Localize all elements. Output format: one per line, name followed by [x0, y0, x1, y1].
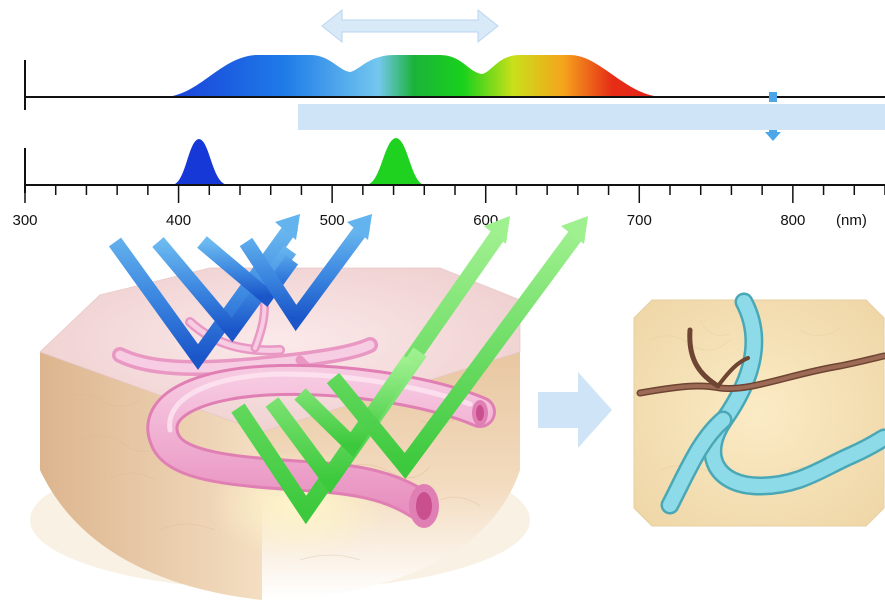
arrowhead-icon [347, 214, 372, 240]
green-light-ray [294, 355, 417, 458]
green-light-ray [326, 227, 585, 480]
tick-label: 800 [780, 212, 805, 229]
arrowhead-icon [275, 214, 300, 240]
tick-label: 400 [166, 212, 191, 229]
tick-label: 500 [320, 212, 345, 229]
narrow-band-blue-peak [172, 139, 228, 185]
axis-unit-label: (nm) [836, 212, 867, 229]
wavelength-axis: 300 400 500 600 700 800 [12, 148, 885, 229]
arrowhead-icon [561, 216, 588, 244]
double-arrow-icon [321, 8, 499, 44]
spectrum-panel: 300 400 500 600 700 800 (nm) [12, 8, 885, 229]
blood-vessel [112, 285, 496, 528]
narrow-band-green-peak [366, 138, 425, 185]
green-light-arrows [231, 216, 588, 525]
down-arrow-icon [765, 92, 781, 141]
output-image-panel [633, 292, 885, 527]
blue-light-ray [239, 221, 371, 332]
tick-label: 300 [12, 212, 37, 229]
arrowhead-icon [484, 216, 510, 244]
tick-label: 700 [627, 212, 652, 229]
green-light-ray [231, 227, 507, 525]
blue-light-arrows [108, 214, 372, 370]
tissue-block [30, 267, 530, 600]
blue-light-ray [197, 236, 299, 307]
right-arrow-icon [538, 372, 612, 448]
filter-band [298, 104, 885, 130]
white-light-spectrum [165, 55, 662, 97]
